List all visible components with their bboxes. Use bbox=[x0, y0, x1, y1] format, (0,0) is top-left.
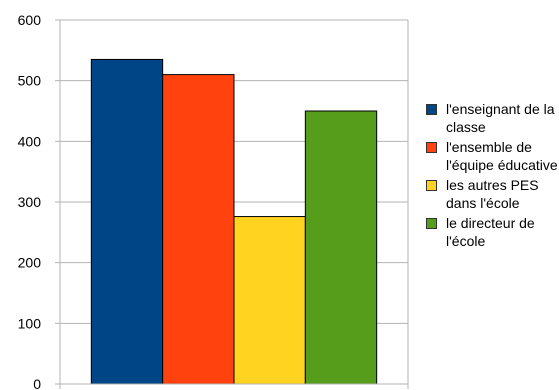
y-tick-label-4: 400 bbox=[18, 133, 42, 149]
y-tick-label-1: 100 bbox=[18, 315, 42, 331]
legend-swatch-0 bbox=[426, 104, 437, 115]
bar-0 bbox=[90, 58, 164, 385]
legend-swatch-2 bbox=[426, 180, 437, 191]
legend-label-2: les autres PES dans l'école bbox=[446, 177, 539, 211]
bars bbox=[90, 58, 378, 385]
y-tick-label-2: 200 bbox=[18, 255, 42, 271]
legend-swatch-3 bbox=[426, 218, 437, 229]
bar-2 bbox=[233, 216, 306, 385]
axes bbox=[55, 19, 409, 389]
bar-3 bbox=[304, 110, 378, 385]
y-tick-label-0: 0 bbox=[33, 376, 41, 390]
legend: l'enseignant de la classe l'ensemble de … bbox=[426, 100, 559, 252]
legend-item-0: l'enseignant de la classe bbox=[426, 100, 559, 136]
legend-item-3: le directeur de l'école bbox=[426, 214, 559, 250]
legend-swatch-1 bbox=[426, 142, 437, 153]
y-tick-label-6: 600 bbox=[18, 12, 42, 28]
bar-1 bbox=[162, 74, 235, 385]
y-tick-label-3: 300 bbox=[18, 194, 42, 210]
legend-item-2: les autres PES dans l'école bbox=[426, 176, 559, 212]
y-axis-tick-labels: 0 100 200 300 400 500 600 bbox=[18, 12, 42, 390]
legend-label-0: l'enseignant de la classe bbox=[446, 101, 555, 135]
y-tick-label-5: 500 bbox=[18, 73, 42, 89]
legend-label-3: le directeur de l'école bbox=[446, 215, 535, 249]
legend-item-1: l'ensemble de l'équipe éducative bbox=[426, 138, 559, 174]
legend-label-1: l'ensemble de l'équipe éducative bbox=[446, 139, 558, 173]
